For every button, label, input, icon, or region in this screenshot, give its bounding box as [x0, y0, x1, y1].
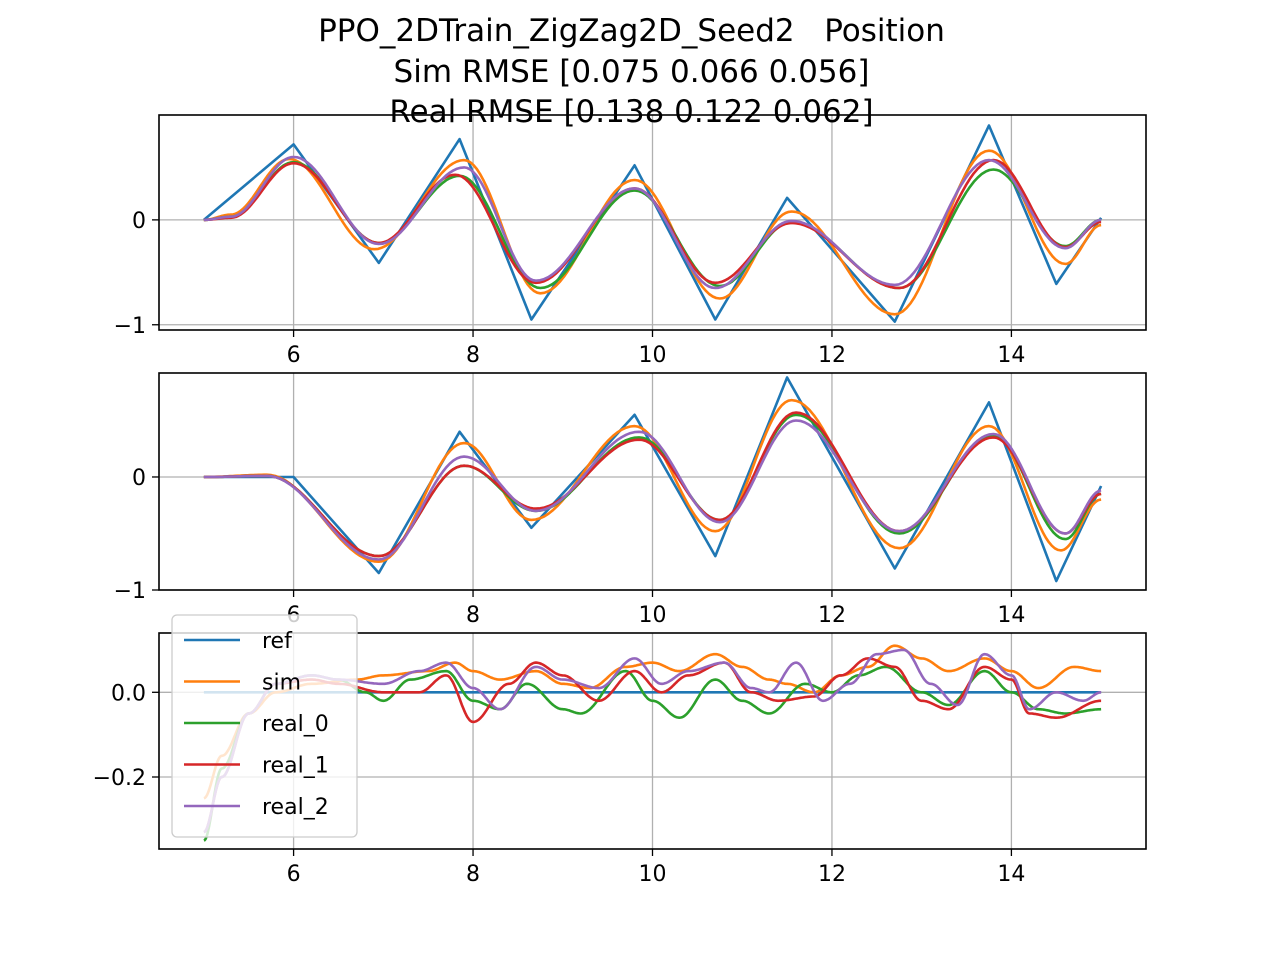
x-tick-label: 6	[287, 862, 301, 887]
figure-title-line-1: PPO_2DTrain_ZigZag2D_Seed2 Position	[318, 13, 945, 49]
x-tick-label: 10	[639, 603, 667, 628]
legend-label-real-1: real_1	[262, 754, 329, 779]
series-line-ref	[203, 124, 1103, 323]
legend-label-sim: sim	[262, 671, 301, 696]
series-group	[203, 124, 1103, 323]
y-tick-label: −1	[114, 314, 146, 339]
legend-label-real-0: real_0	[262, 712, 329, 737]
x-tick-label: 12	[818, 862, 846, 887]
legend-label-ref: ref	[262, 629, 293, 654]
series-line-real-2	[203, 155, 1102, 290]
x-tick-label: 14	[997, 862, 1025, 887]
series-group	[203, 376, 1103, 583]
series-line-real-2	[203, 419, 1102, 561]
x-tick-label: 12	[818, 603, 846, 628]
legend-box	[171, 614, 358, 838]
figure-title-line-3: Real RMSE [0.138 0.122 0.062]	[389, 94, 874, 130]
x-tick-label: 10	[639, 862, 667, 887]
legend: ref sim real_0 real_1 real_2	[171, 614, 358, 838]
y-tick-label: 0.0	[111, 681, 146, 706]
x-tick-label: 6	[287, 343, 301, 368]
y-tick-label: 0	[132, 209, 146, 234]
x-tick-label: 12	[818, 343, 846, 368]
y-tick-label: −1	[114, 579, 146, 604]
series-line-sim	[203, 644, 1102, 800]
x-tick-label: 8	[466, 862, 480, 887]
series-line-real-1	[203, 411, 1102, 558]
x-tick-label: 10	[639, 343, 667, 368]
y-tick-label: 0	[132, 466, 146, 491]
legend-label-real-2: real_2	[262, 795, 329, 820]
x-tick-label: 14	[997, 343, 1025, 368]
x-tick-label: 8	[466, 603, 480, 628]
x-tick-label: 8	[466, 343, 480, 368]
figure-title-line-2: Sim RMSE [0.075 0.066 0.056]	[393, 54, 870, 90]
position-axis-1: 6 8 10 12 14 0 −1	[114, 114, 1147, 368]
y-tick-label: −0.2	[93, 766, 146, 791]
x-tick-label: 14	[997, 603, 1025, 628]
series-line-sim	[203, 398, 1102, 563]
